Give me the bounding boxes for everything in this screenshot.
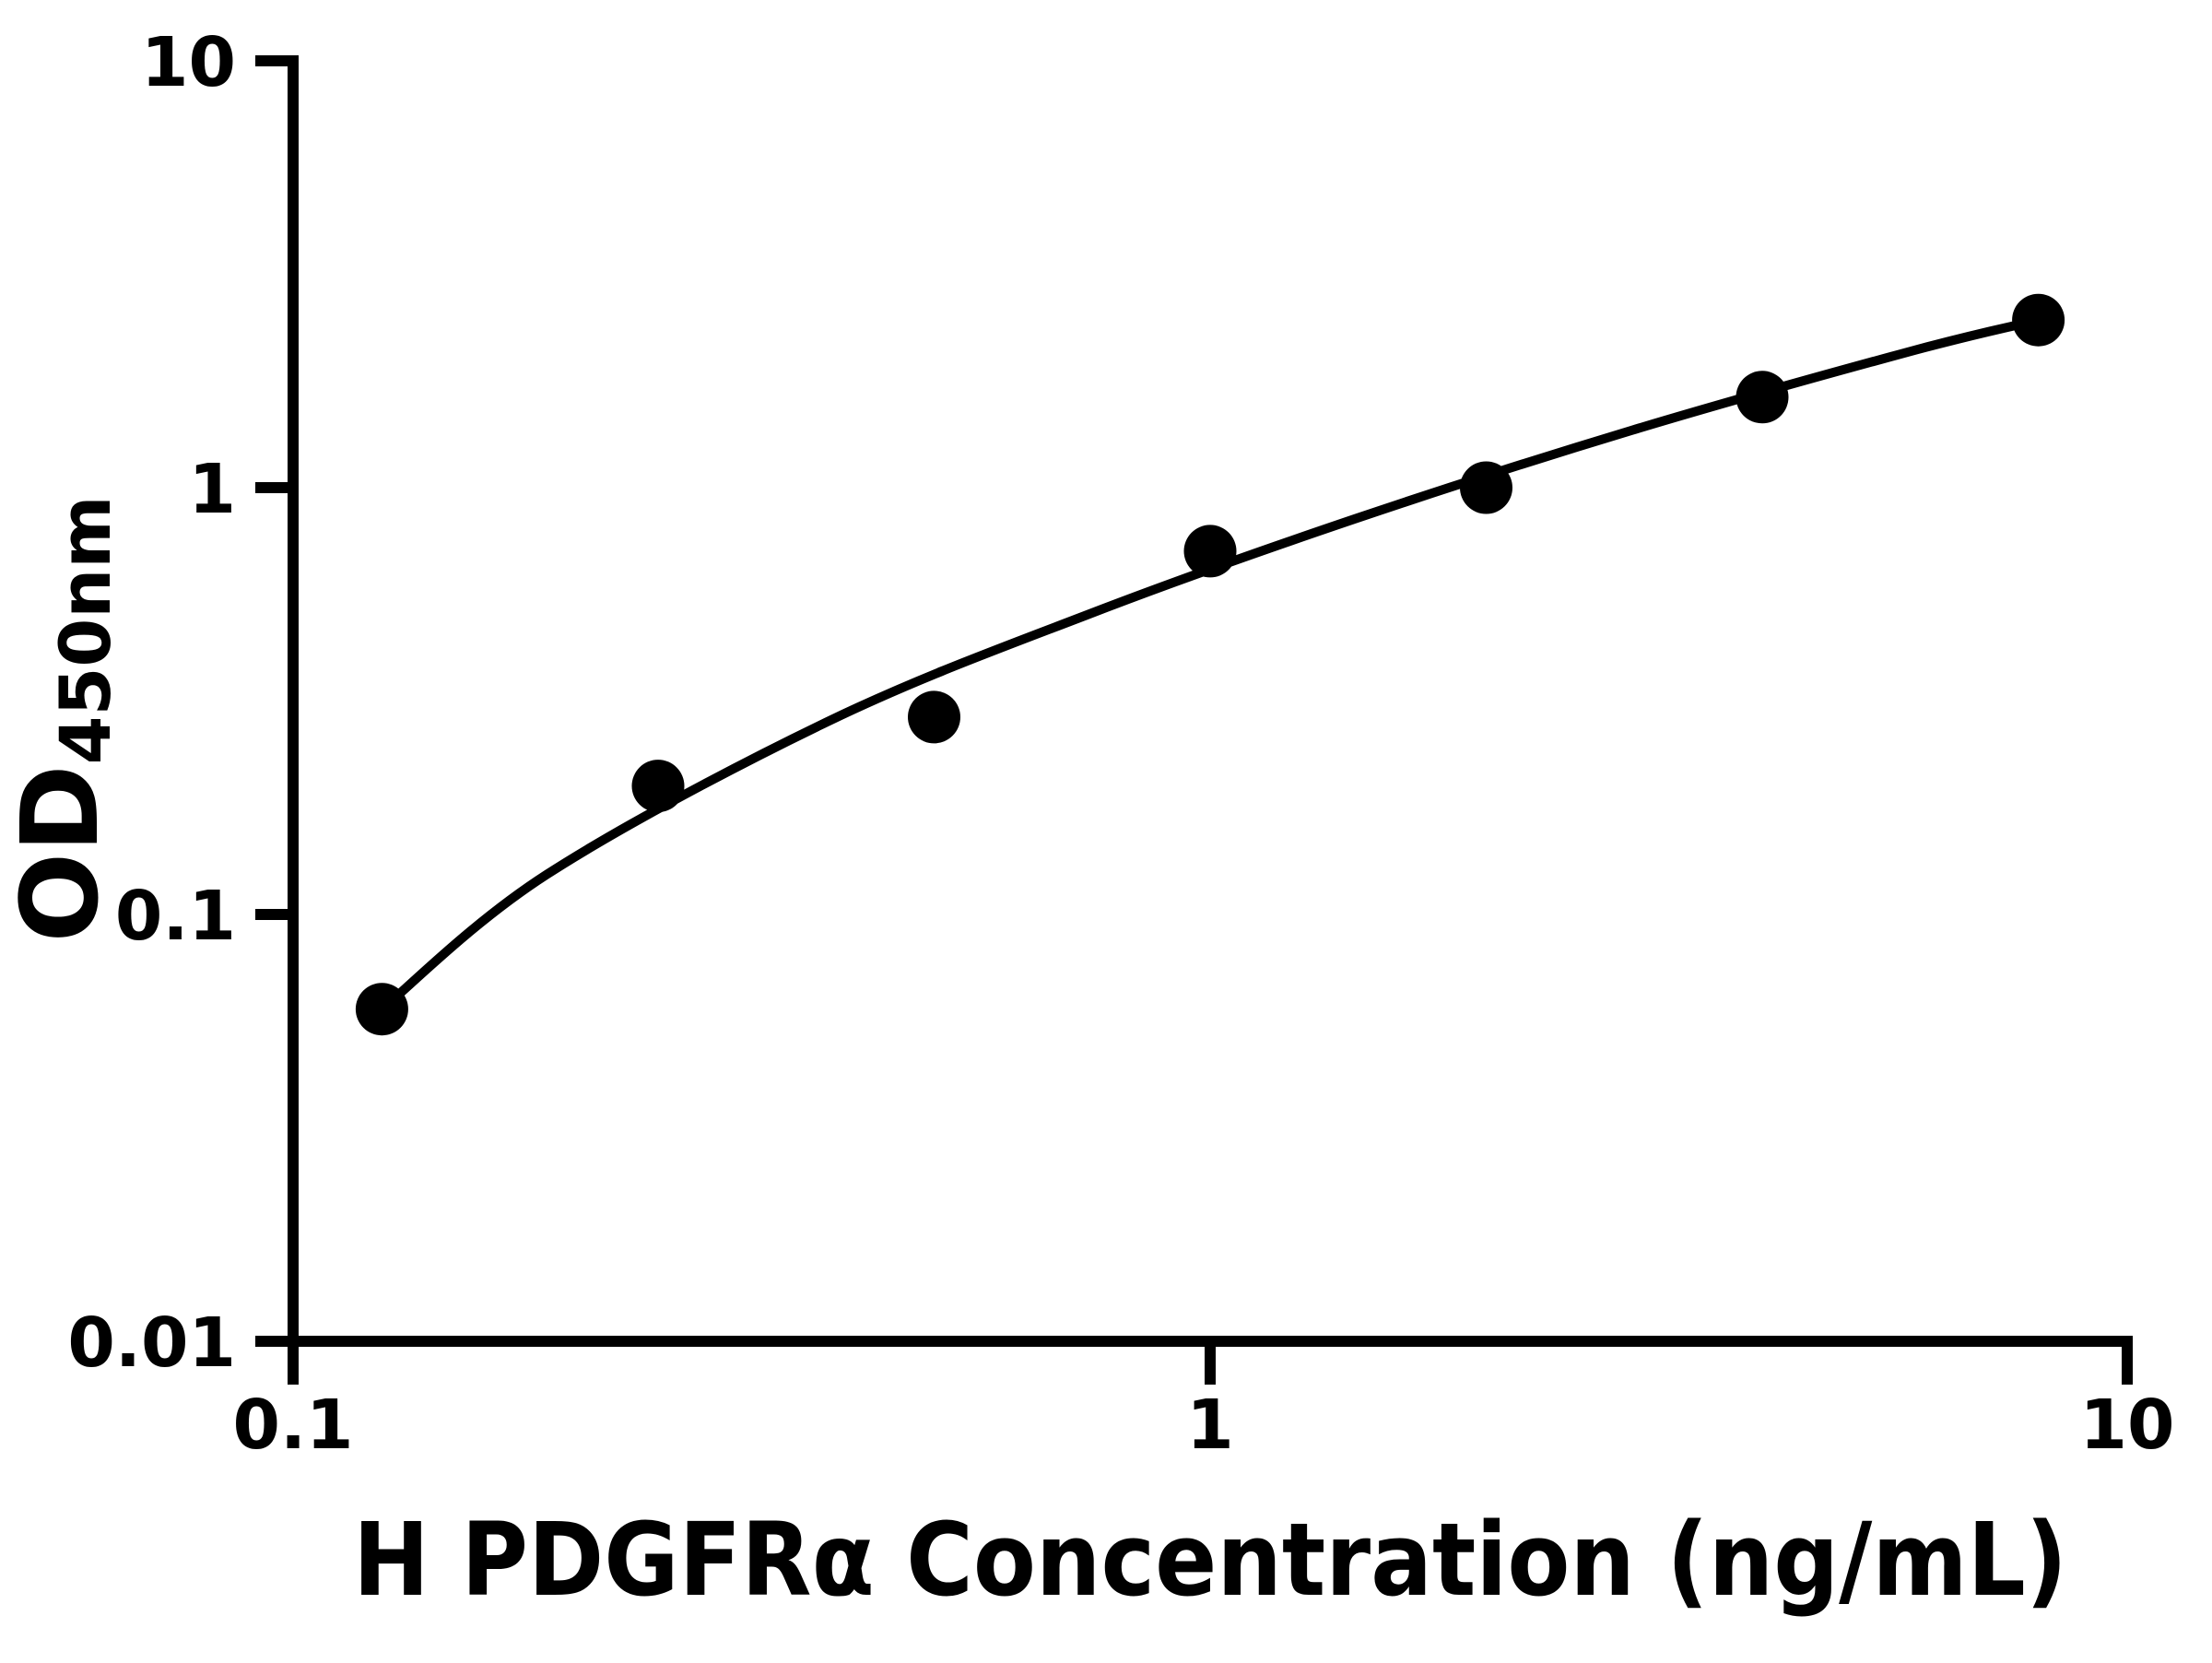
data-point: [1735, 371, 1789, 424]
y-axis-title: OD450nm: [0, 495, 126, 942]
y-tick: [255, 1336, 293, 1347]
x-tick: [2122, 1341, 2133, 1385]
y-tick: [255, 482, 293, 493]
data-point: [631, 760, 685, 813]
y-axis-title-subscript: 450nm: [44, 495, 126, 764]
y-tick-label: 1: [189, 450, 237, 529]
y-axis-line: [288, 55, 299, 1379]
data-point-layer: [355, 293, 2065, 1036]
x-tick-label: 0.1: [232, 1386, 353, 1465]
fit-curve-layer: [379, 315, 2040, 1013]
data-point: [2012, 293, 2065, 347]
x-axis-line: [255, 1336, 2133, 1347]
y-tick-label: 0.1: [115, 877, 236, 956]
y-tick-label: 10: [141, 23, 236, 102]
data-point: [1460, 461, 1512, 514]
x-tick-label: 10: [2080, 1386, 2175, 1465]
y-tick: [255, 55, 293, 66]
y-tick-label: 0.01: [67, 1303, 236, 1383]
x-tick: [1205, 1341, 1216, 1385]
data-point: [355, 983, 408, 1036]
x-tick-label: 1: [1186, 1386, 1234, 1465]
fit-curve-line: [379, 315, 2040, 1013]
data-point: [908, 690, 960, 744]
x-axis-title: H PDGFRα Concentration (ng/mL): [353, 1501, 2067, 1619]
axis-layer: [255, 55, 2133, 1385]
x-tick: [288, 1341, 299, 1385]
data-point: [1183, 525, 1237, 578]
y-tick: [255, 909, 293, 920]
y-axis-title-main: OD: [0, 764, 123, 942]
